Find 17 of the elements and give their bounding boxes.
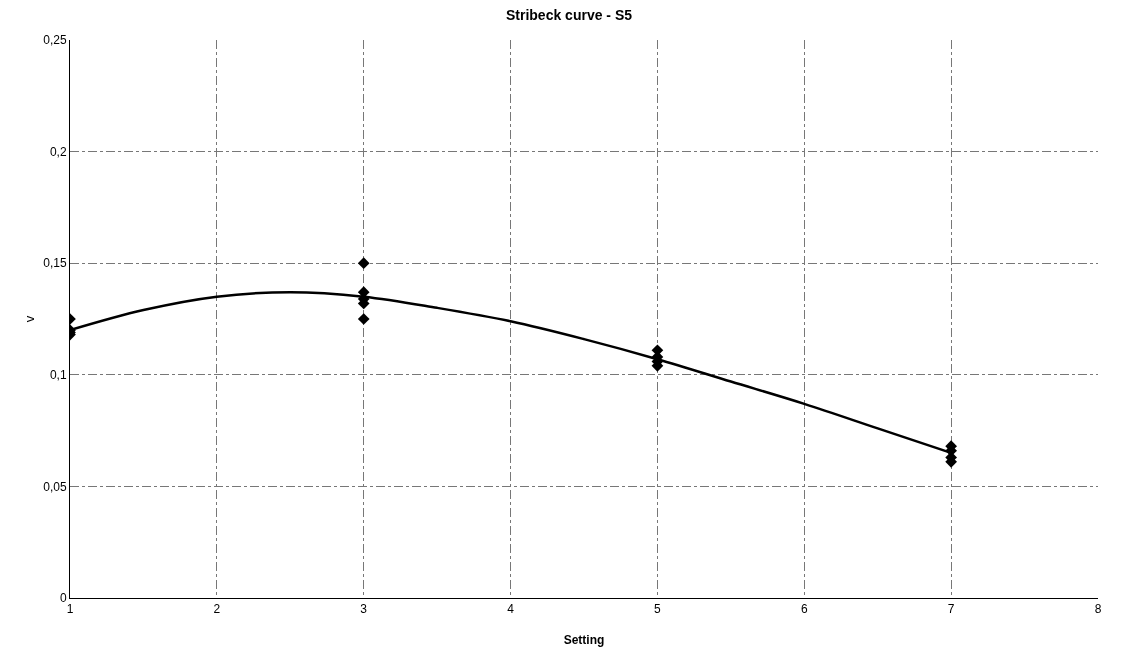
x-tick-label: 2 [213,602,221,617]
x-tick-label: 7 [947,602,955,617]
y-tick-label: 0,15 [43,256,67,271]
x-tick-label: 1 [66,602,74,617]
y-axis-title: v [22,315,37,323]
x-tick-label: 4 [507,602,515,617]
x-tick-label: 6 [800,602,808,617]
chart-title: Stribeck curve - S5 [505,6,633,23]
y-tick-label: 0,05 [43,479,67,494]
y-tick-label: 0,25 [43,33,67,48]
x-axis-title: Setting [563,633,605,647]
y-tick-label: 0 [59,591,67,606]
x-tick-label: 8 [1094,602,1102,617]
y-tick-label: 0,1 [49,368,67,382]
x-tick-label: 3 [360,602,368,617]
y-tick-label: 0,2 [49,144,67,159]
x-tick-label: 5 [654,602,662,617]
